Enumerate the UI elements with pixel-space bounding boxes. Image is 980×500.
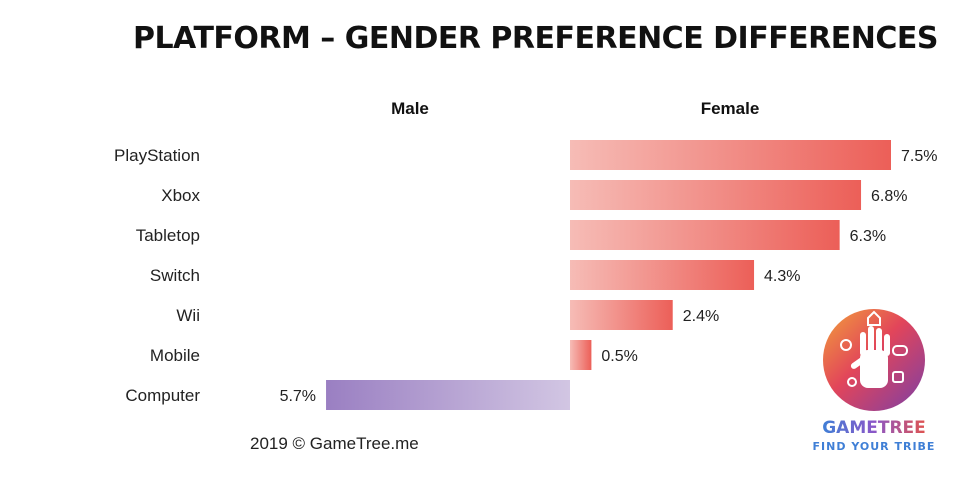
value-label: 0.5%	[601, 348, 637, 365]
category-label: Mobile	[150, 346, 200, 365]
logo-game-icons	[840, 310, 908, 387]
chart-title: PLATFORM – GENDER PREFERENCE DIFFERENCES	[133, 21, 938, 56]
category-label: PlayStation	[114, 146, 200, 165]
category-label: Xbox	[161, 186, 200, 205]
column-header-male: Male	[391, 99, 429, 118]
category-label: Wii	[176, 306, 200, 325]
gametree-logo: GAMETREE FIND YOUR TRIBE	[813, 309, 936, 453]
male-bar	[326, 380, 570, 410]
logo-tagline: FIND YOUR TRIBE	[813, 440, 936, 453]
category-label: Switch	[150, 266, 200, 285]
female-bar	[570, 140, 891, 170]
logo-hand-icon	[850, 326, 890, 388]
footer-credit: 2019 © GameTree.me	[250, 434, 419, 453]
value-label: 5.7%	[280, 388, 316, 405]
female-bar	[570, 220, 840, 250]
column-header-female: Female	[701, 99, 760, 118]
female-bar	[570, 300, 673, 330]
category-label: Tabletop	[136, 226, 200, 245]
female-bar	[570, 340, 592, 370]
value-label: 4.3%	[764, 268, 800, 285]
female-bar	[570, 180, 862, 210]
value-label: 6.8%	[871, 188, 907, 205]
value-label: 2.4%	[683, 308, 719, 325]
category-label: Computer	[125, 386, 200, 405]
bar-group: PlayStation 7.5% Xbox 6.8% Tabletop 6.3% Switc…	[114, 140, 937, 410]
logo-wordmark: GAMETREE	[822, 418, 926, 438]
value-label: 7.5%	[901, 148, 937, 165]
value-label: 6.3%	[850, 228, 886, 245]
female-bar	[570, 260, 755, 290]
